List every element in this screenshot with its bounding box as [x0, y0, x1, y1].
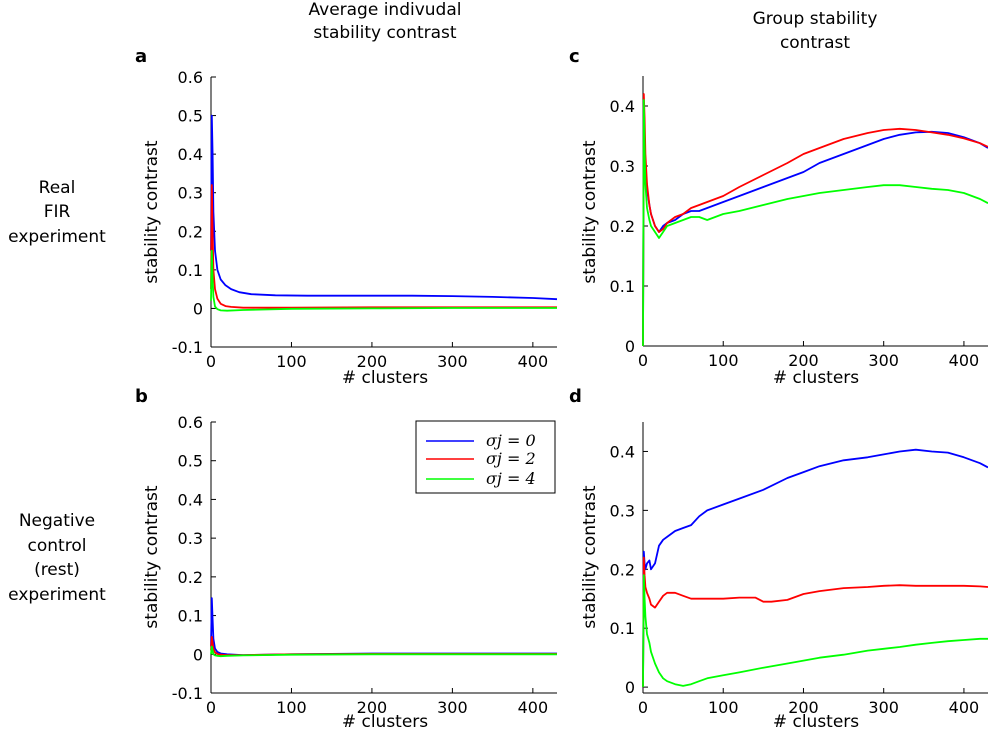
legend-label-1: σj = 2 — [486, 449, 536, 468]
series-line-c-1 — [642, 93, 988, 347]
y-tick-label: 0.2 — [610, 217, 635, 236]
x-axis-label: # clusters — [342, 712, 428, 732]
row-label-bottom-line4: experiment — [8, 585, 106, 605]
y-tick-label: 0.4 — [610, 442, 635, 461]
y-tick-label: 0.3 — [178, 184, 203, 203]
y-axis-label: stability contrast — [142, 485, 162, 628]
series-line-c-0 — [642, 105, 988, 347]
header-right-line2: contrast — [780, 33, 850, 53]
y-tick-label: 0.2 — [178, 568, 203, 587]
header-left-line1: Average indivudal — [309, 0, 462, 20]
y-tick-label: 0 — [625, 678, 635, 697]
series-line-d-0 — [642, 448, 988, 688]
y-axis-label: stability contrast — [142, 140, 162, 283]
x-tick-label: 300 — [437, 698, 468, 717]
panel-label-d: d — [569, 386, 582, 407]
x-tick-label: 200 — [357, 352, 388, 371]
panel-label-b: b — [135, 386, 148, 407]
y-tick-label: 0.6 — [178, 68, 203, 87]
panel-label-c: c — [569, 46, 580, 67]
legend-label-0: σj = 0 — [486, 431, 536, 450]
panel-a: a-0.100.10.20.30.40.50.60 100 200 300 400# c… — [135, 46, 558, 388]
x-tick-label: 400 — [949, 698, 980, 717]
x-tick-label: 300 — [868, 351, 899, 370]
series-line-a-1 — [210, 184, 557, 309]
series-line-d-2 — [642, 574, 988, 688]
x-tick-label: 200 — [357, 698, 388, 717]
x-tick-label: 100 — [708, 698, 739, 717]
y-axis-label: stability contrast — [580, 485, 600, 628]
y-tick-label: 0 — [193, 299, 203, 318]
row-label-top-line2: FIR — [44, 202, 71, 222]
row-label-bottom-line2: control — [28, 536, 87, 556]
legend-label-2: σj = 4 — [486, 469, 536, 488]
series-line-d-1 — [642, 556, 988, 688]
y-tick-label: 0 — [625, 337, 635, 356]
series-line-a-2 — [210, 249, 557, 312]
x-axis-label: # clusters — [342, 368, 428, 388]
x-tick-label: 0 — [638, 351, 648, 370]
x-axis-label: # clusters — [773, 712, 859, 732]
y-tick-label: 0.3 — [610, 501, 635, 520]
y-tick-label: 0 — [193, 645, 203, 664]
x-tick-label: 200 — [788, 351, 819, 370]
y-tick-label: 0.1 — [610, 277, 635, 296]
header-right-line1: Group stability — [753, 9, 878, 29]
panel-b: b-0.100.10.20.30.40.50.60 100 200 300 400# c… — [135, 386, 557, 732]
y-tick-label: 0.1 — [610, 619, 635, 638]
x-tick-label: 300 — [868, 698, 899, 717]
row-label-bottom-line3: (rest) — [34, 560, 80, 580]
panel-label-a: a — [135, 46, 147, 67]
x-tick-label: 0 — [638, 698, 648, 717]
legend: σj = 0 σj = 2 σj = 4 — [415, 420, 556, 494]
y-tick-label: 0.3 — [610, 157, 635, 176]
y-tick-label: 0.4 — [178, 490, 203, 509]
y-tick-label: 0.4 — [610, 97, 635, 116]
y-tick-label: 0.1 — [178, 607, 203, 626]
row-label-top-line1: Real — [39, 178, 76, 198]
y-tick-label: 0.3 — [178, 529, 203, 548]
x-tick-label: 100 — [708, 351, 739, 370]
x-tick-label: 300 — [437, 352, 468, 371]
y-axis-label: stability contrast — [580, 140, 600, 283]
x-tick-label: 400 — [518, 352, 549, 371]
series-line-b-0 — [210, 597, 557, 656]
x-tick-label: 400 — [518, 698, 549, 717]
y-tick-label: 0.5 — [178, 107, 203, 126]
y-tick-label: 0.2 — [178, 222, 203, 241]
legend-box — [415, 420, 556, 494]
x-tick-label: 100 — [276, 352, 307, 371]
x-axis-label: # clusters — [773, 368, 859, 388]
x-tick-label: 200 — [788, 698, 819, 717]
panel-d: d 0 0.1 0.2 0.3 0.4 0 100 200 300 400 # clusters sta… — [569, 386, 988, 732]
header-left-line2: stability contrast — [313, 23, 456, 43]
series-line-c-2 — [642, 99, 988, 347]
x-tick-label: 0 — [206, 352, 216, 371]
panel-c: c 0 0.1 0.2 0.3 0.4 0 100 200 300 400 # clusters sta… — [569, 46, 988, 388]
y-tick-label: 0.6 — [178, 413, 203, 432]
y-tick-label: 0.2 — [610, 560, 635, 579]
series-line-a-0 — [210, 114, 558, 301]
x-tick-label: 400 — [949, 351, 980, 370]
y-tick-label: 0.1 — [178, 261, 203, 280]
series-line-b-1 — [210, 636, 557, 656]
x-tick-label: 100 — [276, 698, 307, 717]
x-tick-label: 0 — [206, 698, 216, 717]
series-line-b-2 — [210, 645, 557, 658]
row-label-bottom-line1: Negative — [19, 511, 95, 531]
row-label-top-line3: experiment — [8, 227, 106, 247]
y-tick-label: -0.1 — [172, 338, 203, 357]
y-tick-label: -0.1 — [172, 684, 203, 703]
y-tick-label: 0.5 — [178, 452, 203, 471]
y-tick-label: 0.4 — [178, 145, 203, 164]
